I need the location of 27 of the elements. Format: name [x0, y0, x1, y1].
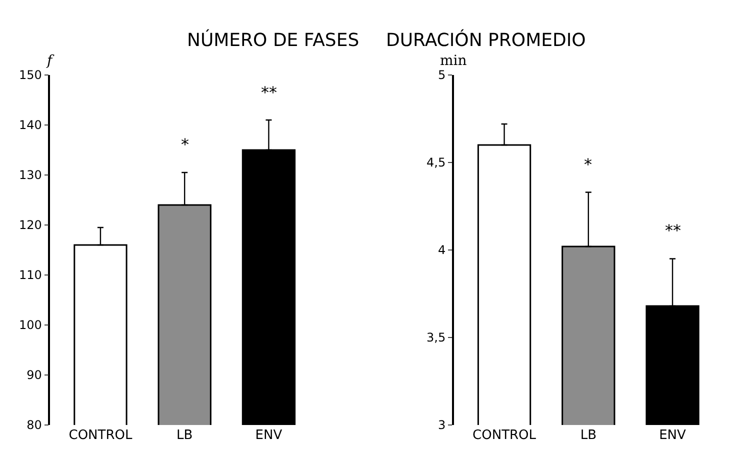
y-tick-label: 110 [18, 268, 42, 282]
y-tick-label: 120 [18, 218, 42, 232]
chart-title: DURACIÓN PROMEDIO [386, 29, 586, 51]
y-tick-label: 130 [18, 168, 42, 182]
chart-title: NÚMERO DE FASES [187, 29, 360, 51]
y-tick-label: 150 [18, 68, 42, 82]
y-tick-label: 90 [26, 368, 42, 382]
x-tick-label: ENV [659, 428, 686, 443]
y-tick-label: 3 [438, 418, 446, 432]
x-tick-label: LB [580, 428, 596, 443]
y-tick-label: 140 [18, 118, 42, 132]
annotation: * [181, 135, 189, 154]
annotation: * [584, 155, 592, 174]
y-tick-label: 80 [26, 418, 42, 432]
x-tick-label: ENV [255, 428, 282, 443]
annotation: ** [261, 83, 277, 102]
x-tick-label: CONTROL [472, 428, 537, 443]
y-tick-label: 4 [438, 243, 446, 258]
x-tick-label: CONTROL [68, 428, 133, 443]
y-axis-title: min [440, 53, 467, 69]
y-tick-label: 3,5 [426, 330, 446, 345]
y-tick-label: 100 [18, 318, 42, 332]
x-tick-label: LB [176, 428, 193, 443]
annotation: ** [665, 221, 681, 240]
y-tick-label: 4,5 [426, 156, 446, 170]
y-axis-title: f [46, 53, 55, 69]
y-tick-label: 5 [438, 68, 446, 82]
